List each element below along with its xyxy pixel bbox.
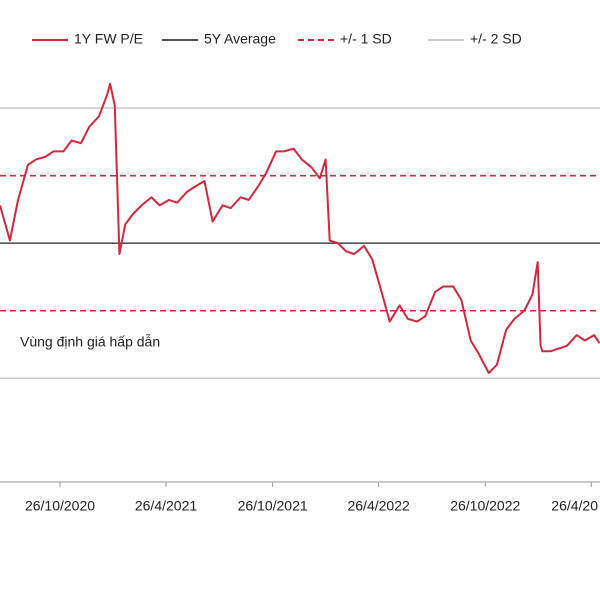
x-tick-label: 26/4/20 (551, 498, 598, 514)
x-tick-label: 26/4/2021 (135, 498, 197, 514)
x-tick-label: 26/10/2022 (450, 498, 520, 514)
legend-label: +/- 1 SD (340, 31, 392, 47)
legend-label: +/- 2 SD (470, 31, 522, 47)
legend-label: 1Y FW P/E (74, 31, 143, 47)
x-tick-label: 26/10/2020 (25, 498, 95, 514)
x-tick-label: 26/4/2022 (347, 498, 409, 514)
x-tick-label: 26/10/2021 (238, 498, 308, 514)
annotation: Vùng định giá hấp dẫn (20, 334, 160, 350)
legend-label: 5Y Average (204, 31, 276, 47)
data-line (0, 82, 600, 374)
